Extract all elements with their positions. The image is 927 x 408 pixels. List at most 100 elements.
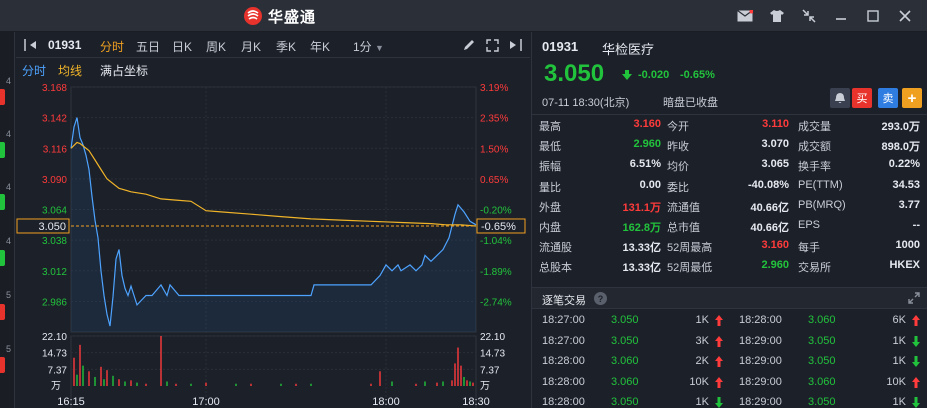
intraday-chart[interactable]: 3.168 3.19% 3.142 2.35% 3.116 1.50% 3.090 0.65%… xyxy=(16,79,530,408)
volume-bar xyxy=(112,375,114,386)
mail-icon xyxy=(737,10,753,22)
stat-label: 振幅 xyxy=(539,161,561,174)
volume-bar xyxy=(379,371,381,386)
stat-label: 每手 xyxy=(798,242,820,255)
tick-row: 18:29:00 3.060 10K xyxy=(729,373,926,394)
arrow-up-icon xyxy=(715,335,723,347)
tick-price: 3.060 xyxy=(611,375,639,388)
tick-row: 18:28:00 3.060 2K xyxy=(532,352,729,373)
tick-price: 3.050 xyxy=(808,334,836,347)
tick-price: 3.060 xyxy=(611,355,639,367)
stat-label: 均价 xyxy=(667,161,689,174)
stats-row: 振幅 6.51% 均价 3.065 换手率 0.22% xyxy=(532,155,927,175)
collapse-left-icon[interactable] xyxy=(24,39,38,51)
volume-bar xyxy=(472,382,474,386)
stat-label: 流通股 xyxy=(539,242,572,255)
price-tick-label: 3.090 xyxy=(42,175,67,186)
tick-time: 18:27:00 xyxy=(542,314,585,326)
stat-value: HKEX xyxy=(889,259,920,272)
pct-tick-label: 2.35% xyxy=(480,114,508,125)
volume-bar xyxy=(391,381,393,386)
mail-button[interactable] xyxy=(729,7,761,25)
current-pct-box xyxy=(476,218,526,234)
pencil-icon[interactable] xyxy=(462,39,475,52)
legend-average[interactable]: 均线 xyxy=(58,64,83,78)
volume-bar xyxy=(466,380,468,386)
tab-intraday[interactable]: 分时 xyxy=(100,40,125,54)
volume-bar xyxy=(103,379,105,386)
collapse-right-icon[interactable] xyxy=(508,39,522,51)
volume-bar xyxy=(76,374,78,386)
strip-marker-green xyxy=(0,250,5,266)
minimize-icon xyxy=(836,18,846,20)
arrow-up-icon xyxy=(912,315,920,326)
stat-label: 成交额 xyxy=(798,141,831,154)
tick-volume: 1K xyxy=(892,334,906,347)
expand-icon[interactable] xyxy=(908,292,920,304)
volume-bar xyxy=(205,382,207,386)
strip-marker-red xyxy=(0,357,5,373)
price-area xyxy=(71,117,476,332)
tab-yearly-k[interactable]: 年K xyxy=(310,40,331,54)
sell-button[interactable]: 卖 xyxy=(878,88,898,108)
alert-button[interactable] xyxy=(830,88,850,108)
quote-status: 暗盘已收盘 xyxy=(663,97,718,109)
tick-volume: 10K xyxy=(886,375,906,388)
brand-logo-icon xyxy=(244,7,262,25)
stat-value: 1000 xyxy=(895,239,920,252)
stat-label: 最低 xyxy=(539,141,561,154)
stat-label: 委比 xyxy=(667,181,689,194)
volume-bar xyxy=(310,383,312,386)
tab-weekly-k[interactable]: 周K xyxy=(206,40,227,54)
tab-daily-k[interactable]: 日K xyxy=(172,40,193,54)
tick-row: 18:28:00 3.060 6K xyxy=(729,311,926,332)
window-controls xyxy=(729,7,921,25)
strip-marker-green xyxy=(0,194,5,210)
shrink-button[interactable] xyxy=(793,7,825,25)
price-tick-label: 3.116 xyxy=(43,144,68,155)
arrow-down-icon xyxy=(715,397,723,408)
chevron-down-icon: ▼ xyxy=(375,43,384,53)
interval-select[interactable]: 1分 ▼ xyxy=(353,38,384,55)
quote-panel: 01931 华检医疗 3.050 -0.020 -0.65% 07-11 18:… xyxy=(531,32,927,408)
stat-label: 流通值 xyxy=(667,201,700,214)
arrow-down-icon xyxy=(912,397,920,408)
maximize-button[interactable] xyxy=(857,7,889,25)
strip-number: 5 xyxy=(6,290,12,300)
quote-time: 07-11 18:30(北京) xyxy=(542,97,630,109)
arrow-up-icon xyxy=(715,315,723,326)
tab-five-day[interactable]: 五日 xyxy=(136,40,161,54)
legend-intraday[interactable]: 分时 xyxy=(22,64,47,78)
buy-button[interactable]: 买 xyxy=(852,88,872,108)
pct-tick-label: 1.50% xyxy=(480,144,508,155)
volume-tick-label-right: 14.73 xyxy=(480,349,505,360)
expand-icon[interactable] xyxy=(486,39,499,52)
skin-button[interactable] xyxy=(761,7,793,25)
full-scale-toggle[interactable]: 满占坐标 xyxy=(100,64,149,78)
time-tick-label: 16:15 xyxy=(57,396,85,408)
strip-number: 4 xyxy=(6,182,12,192)
stat-value: -- xyxy=(912,218,920,231)
stat-value: 13.33亿 xyxy=(622,242,661,255)
shrink-icon xyxy=(802,9,816,23)
tick-row: 18:29:00 3.050 1K xyxy=(729,352,926,373)
help-icon[interactable]: ? xyxy=(594,292,607,305)
volume-bar xyxy=(370,383,372,386)
chart-panel: 01931 分时 五日 日K 周K 月K 季K 年K 1分 ▼ 分时 均线 满占… xyxy=(16,32,530,408)
current-pct-label: -0.65% xyxy=(481,221,516,233)
close-button[interactable] xyxy=(889,7,921,25)
tick-volume: 1K xyxy=(892,396,906,408)
arrow-up-icon xyxy=(715,356,723,367)
stat-label: 昨收 xyxy=(667,141,689,154)
stat-value: 3.065 xyxy=(761,158,789,171)
add-watchlist-button[interactable]: + xyxy=(902,88,922,108)
volume-bar xyxy=(436,382,438,386)
volume-bar xyxy=(160,336,162,386)
tab-monthly-k[interactable]: 月K xyxy=(241,40,262,54)
pct-tick-label: -1.04% xyxy=(480,236,512,247)
tab-quarterly-k[interactable]: 季K xyxy=(276,40,297,54)
tick-price: 3.050 xyxy=(611,314,639,326)
volume-bar xyxy=(130,380,132,386)
volume-tick-label: 22.10 xyxy=(42,332,67,343)
minimize-button[interactable] xyxy=(825,7,857,25)
